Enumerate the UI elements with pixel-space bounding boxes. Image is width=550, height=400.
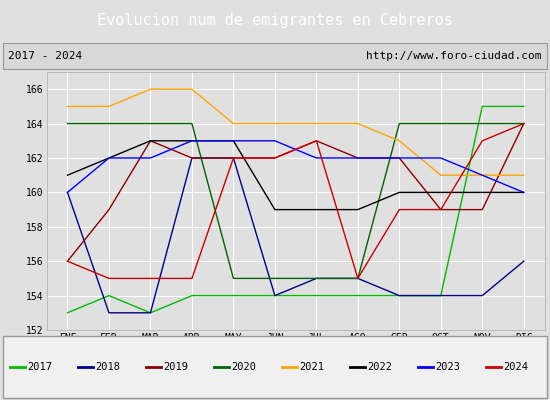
- Text: 2020: 2020: [232, 362, 256, 372]
- Text: 2019: 2019: [163, 362, 189, 372]
- Text: 2017 - 2024: 2017 - 2024: [8, 51, 82, 61]
- Text: 2021: 2021: [300, 362, 324, 372]
- Text: http://www.foro-ciudad.com: http://www.foro-ciudad.com: [366, 51, 542, 61]
- Text: 2024: 2024: [504, 362, 529, 372]
- Text: 2023: 2023: [436, 362, 461, 372]
- Text: 2022: 2022: [367, 362, 393, 372]
- Text: 2018: 2018: [95, 362, 120, 372]
- Text: 2017: 2017: [28, 362, 52, 372]
- Text: Evolucion num de emigrantes en Cebreros: Evolucion num de emigrantes en Cebreros: [97, 14, 453, 28]
